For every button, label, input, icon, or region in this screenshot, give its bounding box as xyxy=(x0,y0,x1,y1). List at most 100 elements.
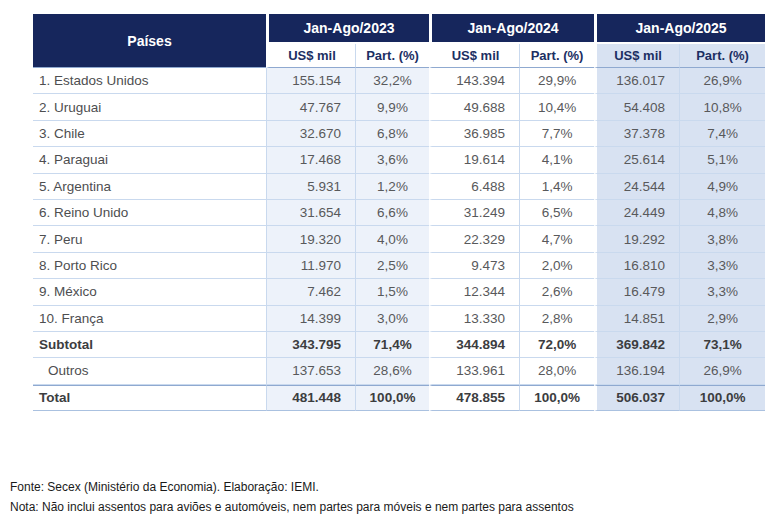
subheader-2023-part: Part. (%) xyxy=(355,44,429,68)
cell-value: 14.851 xyxy=(594,306,679,332)
cell-value: 49.688 xyxy=(429,94,519,120)
subheader-2024-usd: US$ mil xyxy=(429,44,519,68)
year-header-2024: Jan-Ago/2024 xyxy=(429,14,594,44)
cell-value: 32,2% xyxy=(355,68,429,94)
cell-value: 7.462 xyxy=(266,279,355,305)
cell-value: 26,9% xyxy=(679,68,765,94)
cell-value: 26,9% xyxy=(679,358,765,384)
table-row: 2. Uruguai47.7679,9%49.68810,4%54.40810,… xyxy=(33,94,765,120)
table-row: 6. Reino Unido31.6546,6%31.2496,5%24.449… xyxy=(33,200,765,226)
subheader-2023-usd: US$ mil xyxy=(266,44,355,68)
table-row: 10. França14.3993,0%13.3302,8%14.8512,9% xyxy=(33,306,765,332)
row-label: Outros xyxy=(33,358,266,384)
cell-value: 100,0% xyxy=(355,385,429,411)
cell-value: 3,0% xyxy=(355,306,429,332)
cell-value: 1,5% xyxy=(355,279,429,305)
cell-value: 36.985 xyxy=(429,121,519,147)
subheader-2025-part: Part. (%) xyxy=(679,44,765,68)
cell-value: 14.399 xyxy=(266,306,355,332)
table-row: 7. Peru19.3204,0%22.3294,7%19.2923,8% xyxy=(33,226,765,252)
row-label: 10. França xyxy=(33,306,266,332)
year-header-2025: Jan-Ago/2025 xyxy=(594,14,765,44)
cell-value: 1,2% xyxy=(355,174,429,200)
row-label: 8. Porto Rico xyxy=(33,253,266,279)
cell-value: 28,6% xyxy=(355,358,429,384)
cell-value: 2,6% xyxy=(519,279,594,305)
cell-value: 12.344 xyxy=(429,279,519,305)
cell-value: 3,3% xyxy=(679,279,765,305)
cell-value: 73,1% xyxy=(679,332,765,358)
cell-value: 25.614 xyxy=(594,147,679,173)
cell-value: 6.488 xyxy=(429,174,519,200)
cell-value: 72,0% xyxy=(519,332,594,358)
cell-value: 155.154 xyxy=(266,68,355,94)
cell-value: 13.330 xyxy=(429,306,519,332)
cell-value: 3,3% xyxy=(679,253,765,279)
cell-value: 506.037 xyxy=(594,385,679,411)
subheader-2024-part: Part. (%) xyxy=(519,44,594,68)
cell-value: 7,7% xyxy=(519,121,594,147)
cell-value: 32.670 xyxy=(266,121,355,147)
source-note: Fonte: Secex (Ministério da Economia). E… xyxy=(10,477,574,497)
cell-value: 19.320 xyxy=(266,226,355,252)
exports-by-country-table-wrap: Países Jan-Ago/2023 Jan-Ago/2024 Jan-Ago… xyxy=(33,14,765,411)
cell-value: 6,8% xyxy=(355,121,429,147)
cell-value: 2,8% xyxy=(519,306,594,332)
cell-value: 9.473 xyxy=(429,253,519,279)
table-body: 1. Estados Unidos155.15432,2%143.39429,9… xyxy=(33,68,765,411)
cell-value: 29,9% xyxy=(519,68,594,94)
cell-value: 2,5% xyxy=(355,253,429,279)
cell-value: 481.448 xyxy=(266,385,355,411)
cell-value: 4,0% xyxy=(355,226,429,252)
table-row: Subtotal343.79571,4%344.89472,0%369.8427… xyxy=(33,332,765,358)
row-label: 6. Reino Unido xyxy=(33,200,266,226)
cell-value: 4,7% xyxy=(519,226,594,252)
cell-value: 54.408 xyxy=(594,94,679,120)
cell-value: 478.855 xyxy=(429,385,519,411)
exports-by-country-table: Países Jan-Ago/2023 Jan-Ago/2024 Jan-Ago… xyxy=(33,14,765,411)
cell-value: 344.894 xyxy=(429,332,519,358)
cell-value: 4,1% xyxy=(519,147,594,173)
row-label: 4. Paraguai xyxy=(33,147,266,173)
row-label: 2. Uruguai xyxy=(33,94,266,120)
column-header-paises: Países xyxy=(33,14,266,68)
cell-value: 19.292 xyxy=(594,226,679,252)
cell-value: 16.810 xyxy=(594,253,679,279)
table-header: Países Jan-Ago/2023 Jan-Ago/2024 Jan-Ago… xyxy=(33,14,765,68)
cell-value: 19.614 xyxy=(429,147,519,173)
cell-value: 9,9% xyxy=(355,94,429,120)
row-label: Total xyxy=(33,385,266,411)
row-label: 3. Chile xyxy=(33,121,266,147)
cell-value: 133.961 xyxy=(429,358,519,384)
cell-value: 31.249 xyxy=(429,200,519,226)
cell-value: 10,4% xyxy=(519,94,594,120)
table-row: 3. Chile32.6706,8%36.9857,7%37.3787,4% xyxy=(33,121,765,147)
cell-value: 22.329 xyxy=(429,226,519,252)
cell-value: 136.194 xyxy=(594,358,679,384)
cell-value: 3,6% xyxy=(355,147,429,173)
table-row: 1. Estados Unidos155.15432,2%143.39429,9… xyxy=(33,68,765,94)
cell-value: 136.017 xyxy=(594,68,679,94)
table-row: 9. México7.4621,5%12.3442,6%16.4793,3% xyxy=(33,279,765,305)
cell-value: 4,8% xyxy=(679,200,765,226)
row-label: 9. México xyxy=(33,279,266,305)
subheader-2025-usd: US$ mil xyxy=(594,44,679,68)
table-row: 5. Argentina5.9311,2%6.4881,4%24.5444,9% xyxy=(33,174,765,200)
cell-value: 37.378 xyxy=(594,121,679,147)
cell-value: 5,1% xyxy=(679,147,765,173)
cell-value: 369.842 xyxy=(594,332,679,358)
cell-value: 100,0% xyxy=(519,385,594,411)
cell-value: 143.394 xyxy=(429,68,519,94)
cell-value: 47.767 xyxy=(266,94,355,120)
cell-value: 6,5% xyxy=(519,200,594,226)
cell-value: 2,0% xyxy=(519,253,594,279)
cell-value: 10,8% xyxy=(679,94,765,120)
cell-value: 100,0% xyxy=(679,385,765,411)
cell-value: 343.795 xyxy=(266,332,355,358)
cell-value: 3,8% xyxy=(679,226,765,252)
table-footnotes: Fonte: Secex (Ministério da Economia). E… xyxy=(10,477,574,517)
row-label: 5. Argentina xyxy=(33,174,266,200)
cell-value: 137.653 xyxy=(266,358,355,384)
footnote: Nota: Não inclui assentos para aviões e … xyxy=(10,497,574,517)
table-row: 8. Porto Rico11.9702,5%9.4732,0%16.8103,… xyxy=(33,253,765,279)
